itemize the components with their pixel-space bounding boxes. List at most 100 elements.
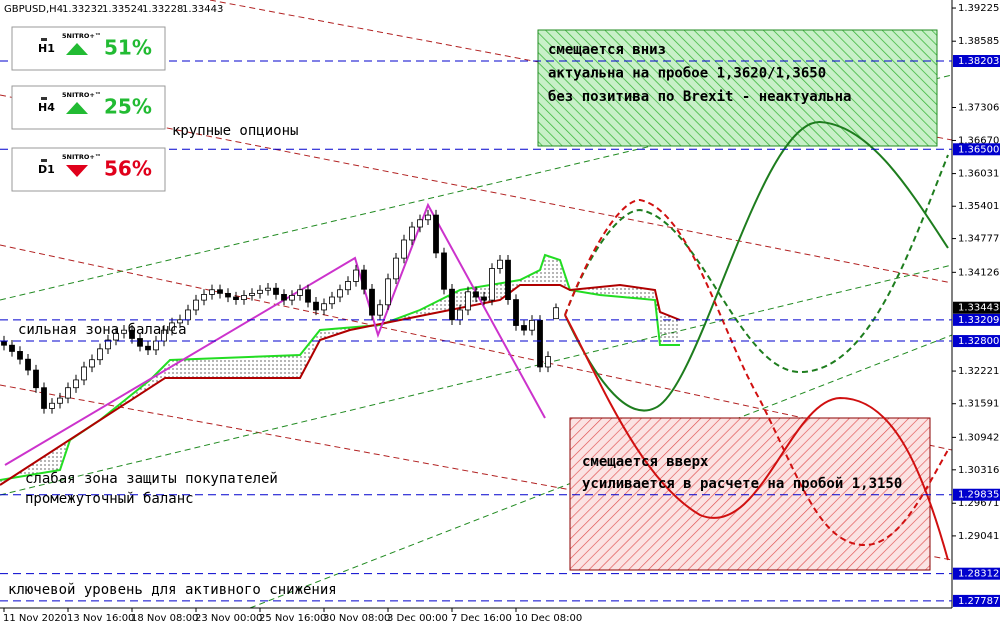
candle-body	[345, 281, 351, 291]
candle-body	[505, 259, 511, 300]
candle-body	[281, 294, 287, 301]
candle-body	[89, 359, 95, 368]
y-tick-label: 1.34126	[958, 267, 999, 278]
candle-body	[401, 239, 407, 259]
level-tag	[953, 488, 1000, 501]
candle-body	[177, 319, 183, 324]
level-label: 1.28312	[958, 569, 999, 580]
candle-body	[241, 295, 247, 300]
candle-body	[521, 325, 527, 331]
x-tick-label: 18 Nov 08:00	[131, 613, 198, 624]
candle-body	[193, 299, 199, 311]
candle-body	[537, 319, 543, 368]
candle-body	[41, 387, 47, 409]
panel-timeframe: D1	[38, 163, 55, 176]
candle-body	[153, 340, 159, 351]
candle-body	[369, 288, 375, 316]
panel-brand: 5NITRO+™	[62, 153, 101, 161]
ohlc-high: 1.33524	[102, 4, 143, 15]
candle-body	[353, 269, 359, 282]
y-tick-label: 1.34777	[958, 234, 999, 245]
candle-body	[329, 296, 335, 305]
ohlc-low: 1.33228	[142, 4, 183, 15]
level-label: 1.38203	[958, 56, 999, 67]
candle-body	[377, 304, 383, 316]
level-tag	[953, 55, 1000, 68]
zone-text: смещается вверх	[582, 454, 709, 470]
candle-body	[137, 338, 143, 347]
x-tick-label: 10 Dec 08:00	[515, 613, 582, 624]
y-tick-label: 1.35401	[958, 201, 999, 212]
candle-body	[121, 329, 127, 334]
panel-icon	[41, 38, 47, 41]
candle-body	[257, 289, 263, 294]
panel-icon	[41, 159, 47, 162]
candle-body	[201, 294, 207, 301]
candle-body	[457, 309, 463, 321]
candle-body	[553, 307, 559, 320]
ohlc-close: 1.33443	[182, 4, 223, 15]
candle-body	[417, 219, 423, 228]
candle-body	[465, 291, 471, 311]
candle-body	[97, 348, 103, 361]
candle-body	[265, 287, 271, 291]
panel	[11, 85, 166, 130]
level-label: 1.27787	[958, 596, 999, 607]
level-tag	[953, 143, 1000, 156]
candle-body	[441, 252, 447, 290]
candle-body	[481, 296, 487, 301]
level-label: 1.33209	[958, 315, 999, 326]
y-tick-label: 1.29671	[958, 498, 999, 509]
x-tick-label: 13 Nov 16:00	[67, 613, 134, 624]
ohlc-open: 1.33232	[62, 4, 103, 15]
candle-body	[17, 351, 23, 360]
level-label: 1.32800	[958, 336, 999, 347]
panel-value: 56%	[104, 157, 152, 181]
price-tag	[953, 301, 1000, 314]
sell-zone	[537, 29, 938, 147]
annotation: промежуточный баланс	[25, 491, 194, 507]
y-tick-label: 1.36031	[958, 169, 999, 180]
candle-body	[33, 369, 39, 389]
candle-body	[529, 319, 535, 331]
level-tag	[953, 567, 1000, 580]
candle-body	[1, 340, 7, 346]
candle-body	[433, 214, 439, 254]
candle-body	[209, 289, 215, 295]
y-tick-label: 1.37306	[958, 103, 999, 114]
panel-brand: 5NITRO+™	[62, 32, 101, 40]
candle-body	[497, 259, 503, 269]
candle-body	[305, 289, 311, 303]
candle-body	[361, 269, 367, 290]
level-tag	[953, 594, 1000, 607]
level-tag	[953, 313, 1000, 326]
candle-body	[297, 289, 303, 296]
y-tick-label: 1.29041	[958, 531, 999, 542]
panel-brand: 5NITRO+™	[62, 91, 101, 99]
y-tick-label: 1.36670	[958, 135, 999, 146]
candle-body	[473, 291, 479, 298]
span-b	[0, 283, 681, 486]
candle-body	[249, 292, 255, 296]
candle-body	[105, 339, 111, 350]
candle-body	[489, 268, 495, 301]
candle-body	[313, 301, 319, 311]
x-tick-label: 11 Nov 2020	[3, 613, 67, 624]
candle-body	[289, 295, 295, 301]
zone-text: смещается вниз	[548, 42, 666, 58]
candle-body	[233, 296, 239, 300]
panel-icon	[41, 97, 47, 100]
candle-body	[409, 226, 415, 241]
zigzag	[4, 202, 546, 466]
panel-timeframe: H4	[38, 101, 55, 114]
symbol: GBPUSD,H4	[4, 4, 63, 15]
annotation: ключевой уровень для активного снижения	[8, 582, 337, 598]
panel-timeframe: H1	[38, 42, 55, 55]
projections	[564, 120, 949, 561]
buy-zone	[569, 417, 931, 571]
candle-body	[545, 356, 551, 368]
price-label: 1.33443	[958, 303, 999, 314]
zone-text: без позитива по Brexit - неактуальна	[548, 89, 851, 105]
candle-body	[129, 329, 135, 339]
